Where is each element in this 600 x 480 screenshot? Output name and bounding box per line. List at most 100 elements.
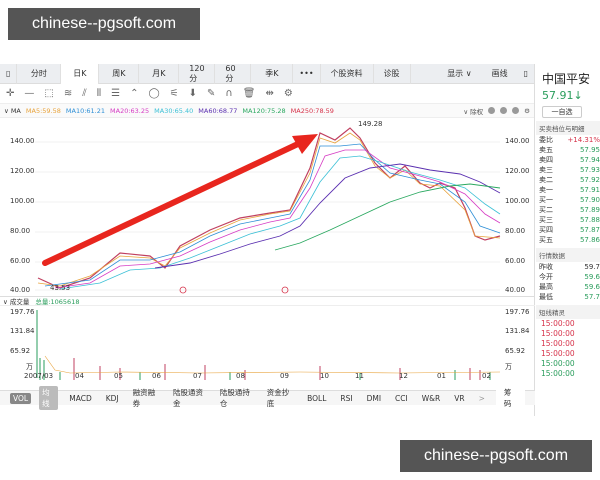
- volume-axis-label-right: 65.92: [505, 347, 526, 355]
- price-axis-label-right: 80.00: [505, 227, 526, 235]
- tab-stock-info[interactable]: 个股资料: [321, 63, 374, 84]
- magnet-icon[interactable]: ∩: [225, 88, 233, 99]
- minus-icon[interactable]: [512, 107, 520, 114]
- price-axis-label: 140.00: [10, 137, 35, 145]
- market-row: 今开 59.6: [536, 272, 600, 282]
- alert-time[interactable]: 15:00:00: [541, 369, 575, 378]
- tab-rsi[interactable]: RSI: [340, 393, 353, 403]
- alert-time[interactable]: 15:00:00: [541, 319, 575, 328]
- tab-daily-k[interactable]: 日K: [61, 63, 100, 84]
- price-axis-label: 120.00: [10, 167, 35, 175]
- short-line-title: 短线精灵: [536, 305, 600, 319]
- market-row: 昨收 59.7: [536, 262, 600, 272]
- ma-legend: ∨ MA MA5:59.58 MA10:61.21 MA20:63.25 MA3…: [0, 104, 534, 118]
- ask-price: 57.94: [579, 156, 600, 164]
- tab-ma[interactable]: 均线: [39, 386, 59, 410]
- price-axis-label: 40.00: [10, 286, 31, 294]
- alert-time[interactable]: 15:00:00: [541, 339, 575, 348]
- tab-bottom-fishing[interactable]: 资金抄底: [266, 388, 290, 408]
- x-axis-label: 09: [280, 372, 289, 380]
- volume-unit-right: 万: [505, 363, 512, 371]
- volume-toggle[interactable]: ∨ 成交量: [3, 298, 30, 306]
- tab-northbound-funds[interactable]: 陆股通资金: [172, 388, 203, 408]
- ratio-value: +14.31%: [567, 136, 600, 144]
- pitchfork-tool-icon[interactable]: ⚟: [169, 88, 179, 99]
- tab-diagnosis[interactable]: 诊股: [374, 63, 411, 84]
- gear-icon[interactable]: ⚙: [524, 106, 530, 115]
- tab-northbound-holdings[interactable]: 陆股通持仓: [219, 388, 250, 408]
- x-axis-label: 10: [320, 372, 329, 380]
- drawing-toolbar: ✛ — ⬚ ≋ ⫽ ⦀ ☰ ⌃ ◯ ⚟ ⬇ ✎ ∩ 🗑 ⇹ ⚙: [0, 84, 534, 104]
- quote-panel: 中国平安 57.91↓ 一自选 买卖档位与明细 委比 +14.31% 卖五 57.9…: [536, 64, 600, 416]
- price-axis-label-right: 60.00: [505, 257, 526, 265]
- market-label: 最高: [539, 283, 553, 291]
- chip-distribution-button[interactable]: 筹码: [495, 386, 526, 410]
- fan-tool-icon[interactable]: ≋: [63, 88, 73, 99]
- add-watchlist-button[interactable]: 一自选: [542, 106, 582, 118]
- tab-wr[interactable]: W&R: [421, 393, 441, 403]
- chart-panel: ▯ 分时 日K 周K 月K 120分 60分 季K ••• 个股资料 诊股 显示…: [0, 63, 535, 416]
- market-value: 59.7: [584, 263, 600, 271]
- alert-time[interactable]: 15:00:00: [541, 329, 575, 338]
- text-tool-icon[interactable]: ☰: [111, 88, 121, 99]
- trash-icon[interactable]: 🗑: [242, 88, 256, 99]
- tab-60min[interactable]: 60分: [215, 63, 252, 84]
- volume-axis-label: 131.84: [10, 327, 35, 335]
- x-axis-label: 2007/03: [24, 372, 54, 380]
- market-label: 最低: [539, 293, 553, 301]
- tab-vr[interactable]: VR: [454, 393, 465, 403]
- draw-line-button[interactable]: 画线: [491, 69, 508, 78]
- plus-icon[interactable]: [500, 107, 508, 114]
- market-row: 最高 59.6: [536, 282, 600, 292]
- tab-margin[interactable]: 融资融券: [132, 388, 156, 408]
- sidebar-toggle-icon[interactable]: ▯: [0, 63, 18, 84]
- ma250-value: MA250:78.59: [290, 106, 334, 115]
- volume-axis-label: 65.92: [10, 347, 31, 355]
- channel-tool-icon[interactable]: ⫽: [82, 88, 87, 99]
- more-button[interactable]: •••: [293, 63, 321, 84]
- wave-tool-icon[interactable]: ⌃: [130, 88, 139, 99]
- watermark-top: chinese--pgsoft.com: [8, 8, 200, 40]
- tab-weekly-k[interactable]: 周K: [99, 63, 140, 84]
- x-axis-label: 02: [482, 372, 491, 380]
- panel-toggle-icon[interactable]: ▯: [523, 69, 528, 78]
- arrow-tool-icon[interactable]: ⬇: [188, 88, 198, 99]
- chevron-right-icon[interactable]: >: [478, 393, 485, 403]
- tab-monthly-k[interactable]: 月K: [139, 63, 180, 84]
- alert-time[interactable]: 15:00:00: [541, 349, 575, 358]
- tab-intraday[interactable]: 分时: [17, 63, 62, 84]
- ask-price: 57.95: [579, 146, 600, 154]
- ma10-value: MA10:61.21: [65, 106, 106, 115]
- adjust-dropdown[interactable]: ∨ 除权: [463, 107, 484, 116]
- stock-name: 中国平安: [542, 72, 591, 86]
- tab-quarterly-k[interactable]: 季K: [251, 63, 294, 84]
- pen-tool-icon[interactable]: ✎: [207, 88, 216, 99]
- ask-row: 卖四 57.94: [536, 155, 600, 165]
- crosshair-icon[interactable]: ✛: [6, 88, 15, 99]
- x-axis-label: 11: [355, 372, 364, 380]
- line-tool-icon[interactable]: —: [24, 88, 35, 99]
- tab-boll[interactable]: BOLL: [307, 393, 327, 403]
- settings-icon[interactable]: ⚙: [283, 88, 293, 99]
- minus-icon[interactable]: [488, 107, 496, 114]
- bid-price: 57.87: [579, 226, 600, 234]
- ratio-row: 委比 +14.31%: [536, 135, 600, 145]
- tab-macd[interactable]: MACD: [69, 393, 92, 403]
- tab-dmi[interactable]: DMI: [366, 393, 382, 403]
- ma60-value: MA60:68.77: [198, 106, 238, 115]
- circle-tool-icon[interactable]: ◯: [148, 88, 160, 99]
- ma-toggle[interactable]: ∨ MA: [4, 106, 21, 115]
- bid-label: 买四: [539, 226, 553, 234]
- alert-time[interactable]: 15:00:00: [541, 359, 575, 368]
- move-icon[interactable]: ⇹: [265, 88, 274, 99]
- ask-row: 卖三 57.93: [536, 165, 600, 175]
- x-axis-label: 07: [193, 372, 202, 380]
- bars-tool-icon[interactable]: ⦀: [96, 88, 102, 99]
- tab-kdj[interactable]: KDJ: [105, 393, 119, 403]
- tab-vol[interactable]: VOL: [10, 392, 32, 404]
- rect-tool-icon[interactable]: ⬚: [44, 88, 54, 99]
- ask-price: 57.93: [579, 166, 600, 174]
- display-dropdown[interactable]: 显示 ∨: [447, 69, 472, 78]
- tab-120min[interactable]: 120分: [179, 63, 216, 84]
- tab-cci[interactable]: CCI: [395, 393, 408, 403]
